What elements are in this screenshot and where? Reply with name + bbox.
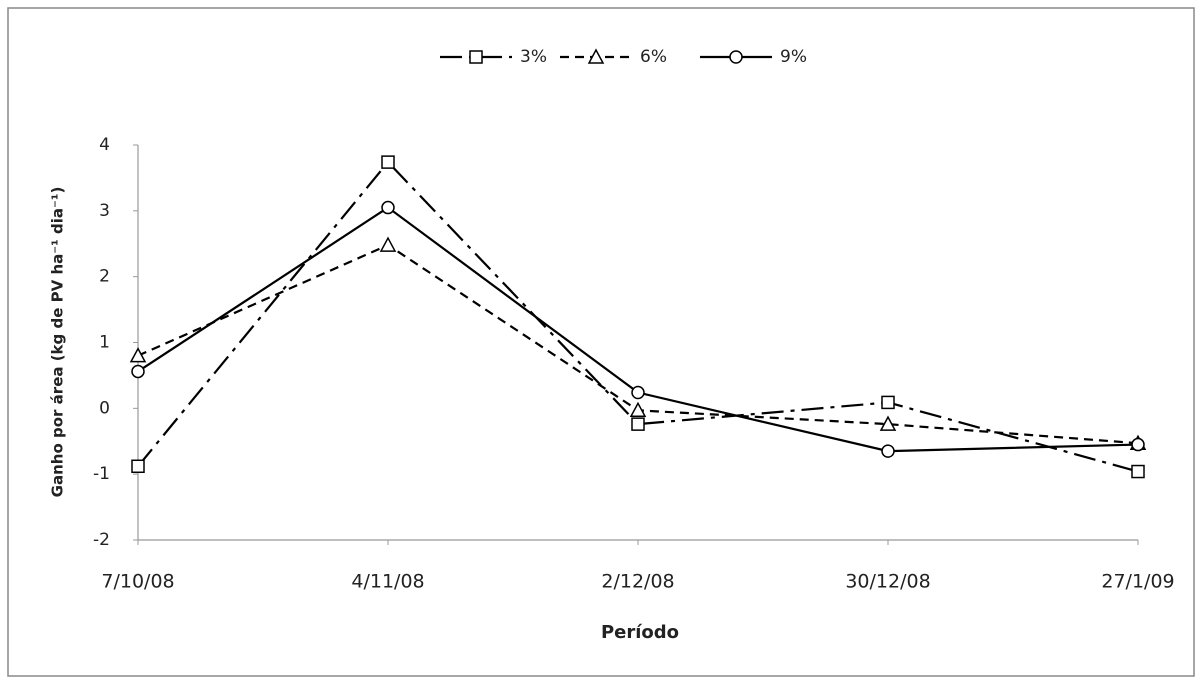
series-line [137,160,1139,473]
y-tick-label: 4 [99,135,110,155]
legend-label: 9% [780,47,807,67]
x-tick-label: 2/12/08 [601,571,674,593]
legend-label: 6% [640,47,667,67]
legend-label: 3% [520,47,547,67]
y-tick-label: 2 [99,267,110,287]
marker [631,385,645,400]
marker [1131,464,1145,479]
marker [1131,437,1145,452]
marker [879,415,897,431]
y-tick-label: 0 [99,398,110,418]
marker [379,236,397,252]
y-axis-label: Ganho por área (kg de PV ha⁻¹ dia⁻¹) [49,187,67,498]
y-tick-label: -1 [93,464,110,484]
marker [131,364,145,379]
marker [381,200,395,215]
chart-frame [7,7,1195,677]
marker [131,459,145,474]
x-axis-label: Período [601,622,679,643]
x-tick-label: 27/1/09 [1101,571,1174,593]
marker [881,395,895,410]
y-tick-label: 3 [99,201,110,221]
marker [129,347,147,363]
marker [881,444,895,458]
x-tick-label: 4/11/08 [351,571,424,593]
x-tick-label: 30/12/08 [845,571,930,593]
y-tick-label: -2 [93,530,110,550]
marker [587,48,605,64]
marker [381,155,395,169]
marker [629,401,647,418]
marker [469,50,483,64]
marker [631,417,645,431]
marker [729,50,743,64]
x-tick-label: 7/10/08 [101,571,174,593]
y-tick-label: 1 [99,333,110,353]
